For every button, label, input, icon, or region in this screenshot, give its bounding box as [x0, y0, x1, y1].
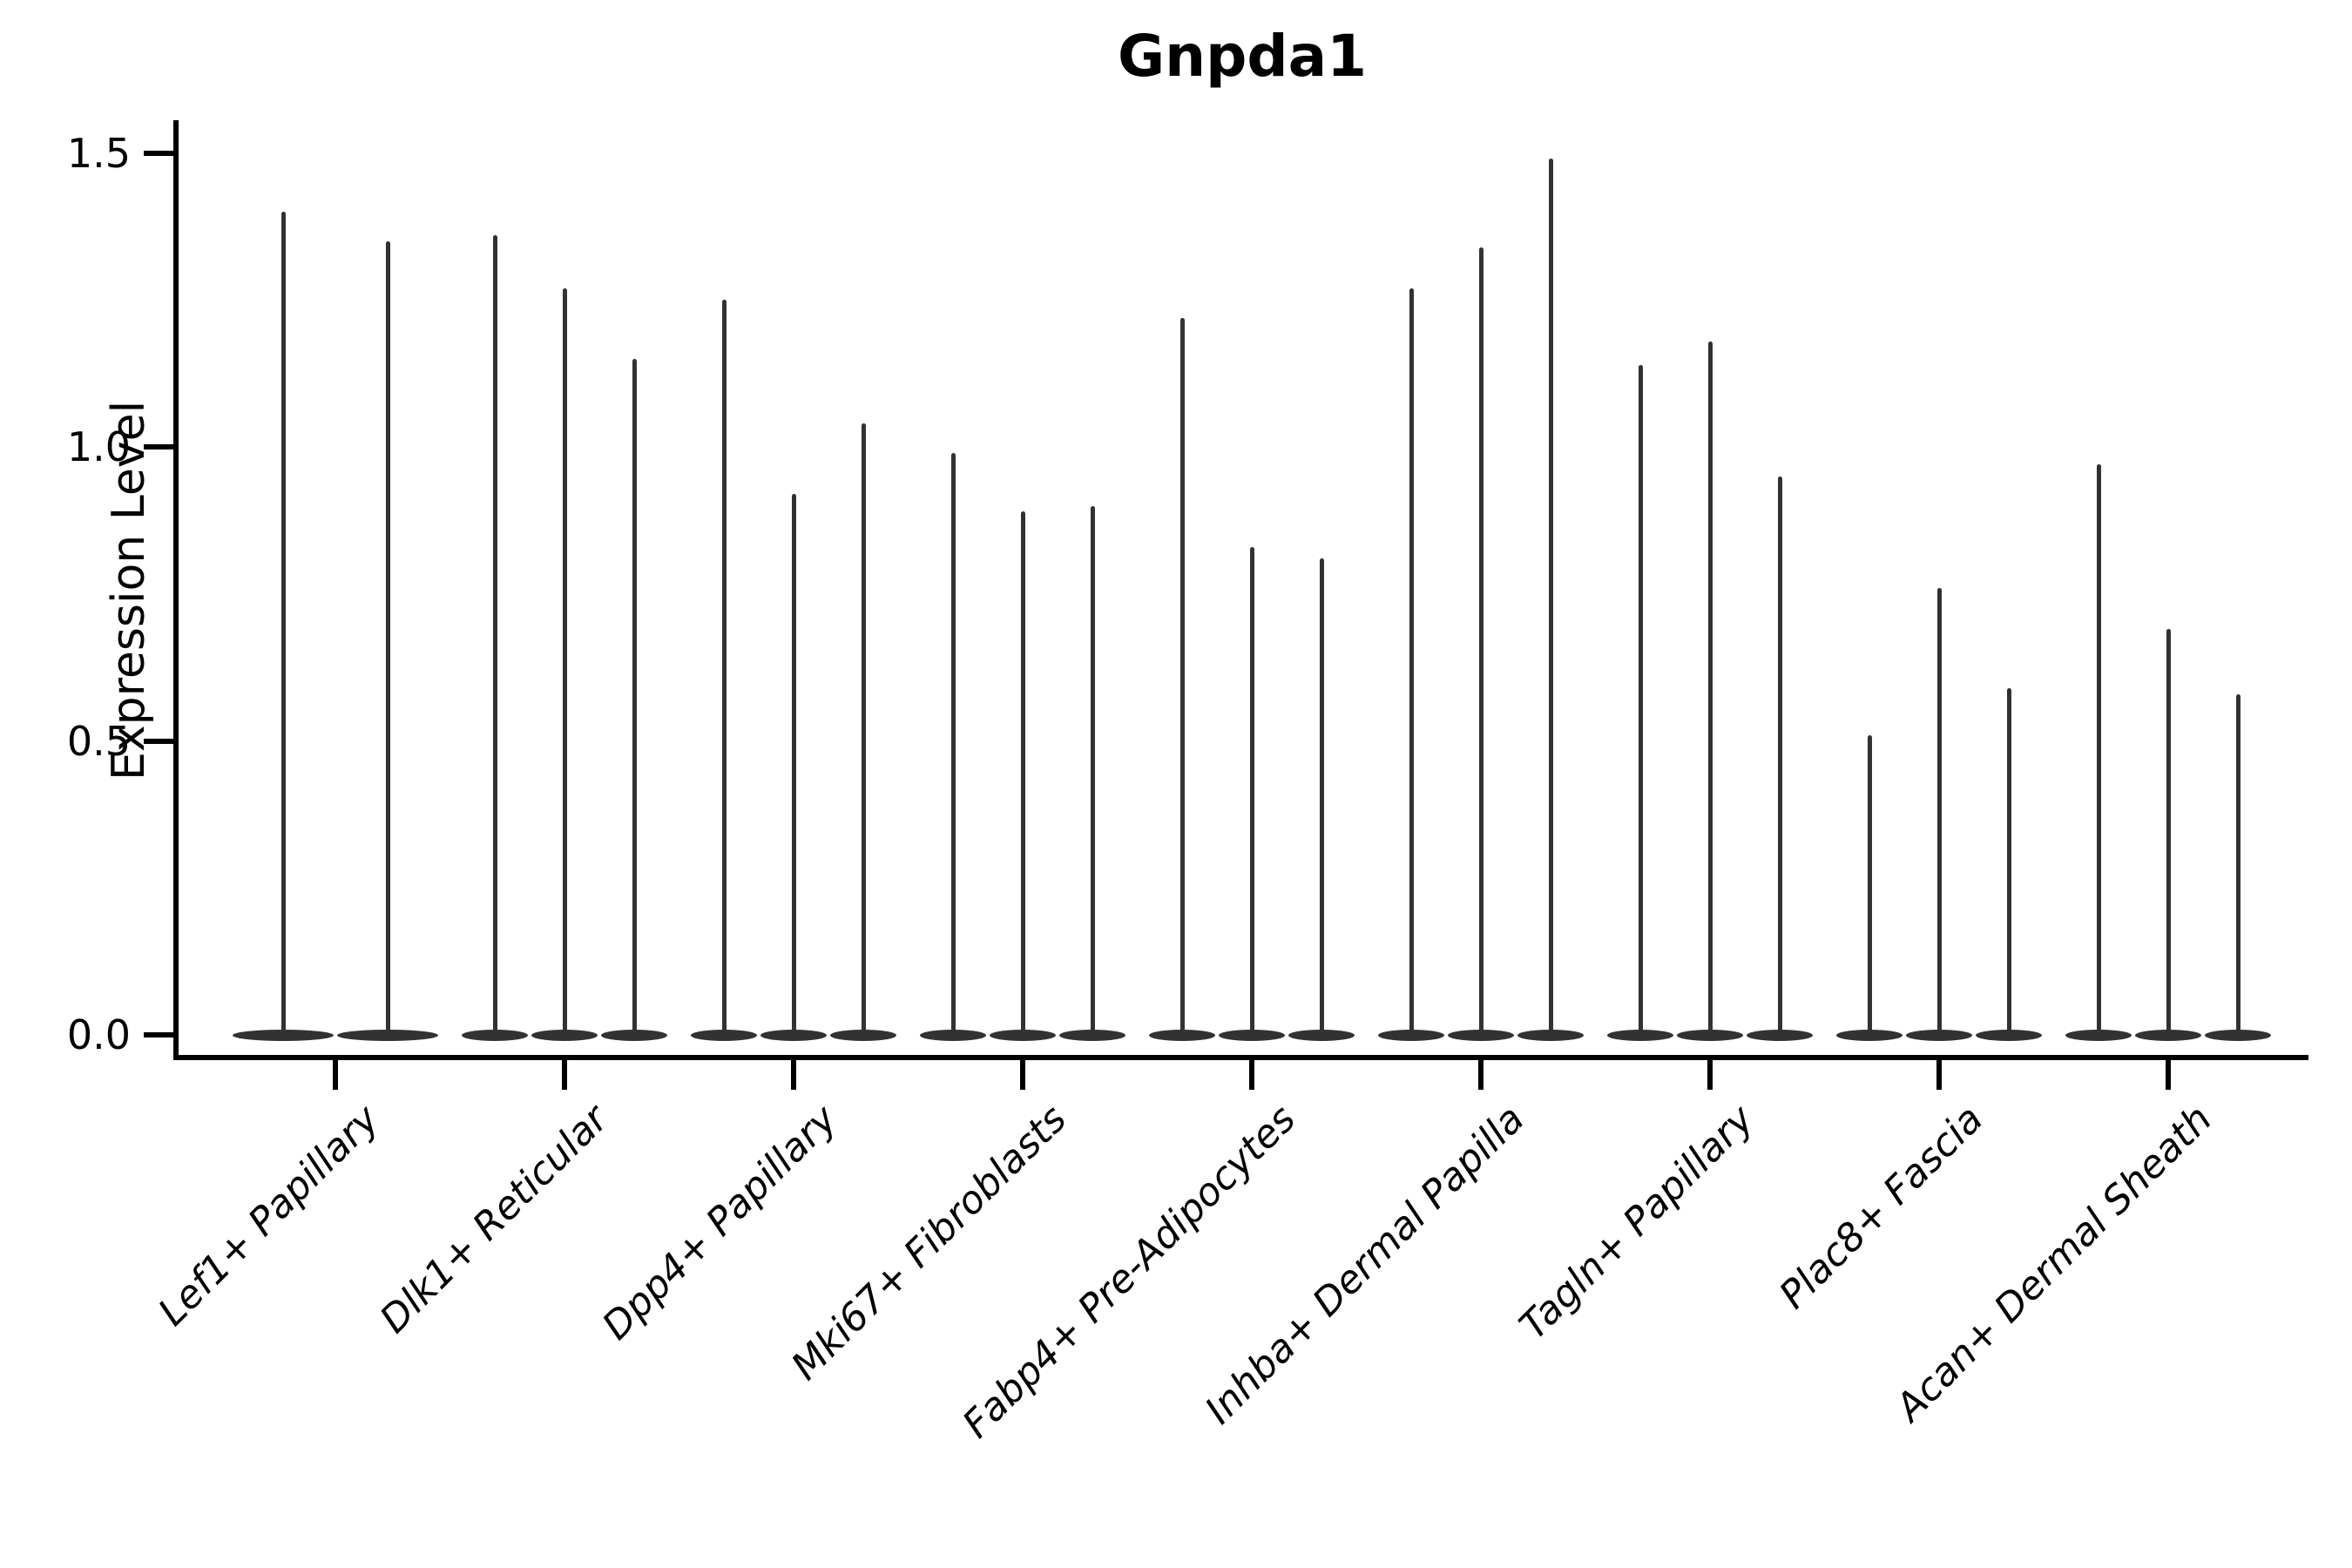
violin-spike	[1478, 247, 1484, 1035]
violin-base	[2065, 1030, 2132, 1041]
y-tickmark	[144, 444, 173, 449]
violin-base	[1906, 1030, 1972, 1041]
violin-base	[2205, 1030, 2271, 1041]
violin-spike	[2166, 629, 2171, 1035]
violin-base	[990, 1030, 1056, 1041]
violin-spike	[1020, 511, 1025, 1035]
violin-base	[1607, 1030, 1673, 1041]
violin-spike	[2235, 693, 2240, 1035]
violin-base	[337, 1030, 438, 1041]
violin-spike	[1777, 476, 1782, 1035]
y-axis-spine	[173, 120, 179, 1060]
violin-base	[1677, 1030, 1743, 1041]
violin-spike	[1179, 317, 1185, 1035]
x-tick-label: Tagln+ Papillary	[1511, 1097, 1763, 1348]
x-tickmark	[333, 1060, 338, 1090]
x-tickmark	[1936, 1060, 1942, 1090]
x-tickmark	[562, 1060, 567, 1090]
x-tickmark	[791, 1060, 796, 1090]
x-tickmark	[1707, 1060, 1713, 1090]
violin-spike	[492, 235, 497, 1035]
violin-base	[1059, 1030, 1125, 1041]
violin-base	[1836, 1030, 1903, 1041]
violin-base	[1976, 1030, 2042, 1041]
violin-spike	[2006, 687, 2011, 1035]
violin-spike	[1867, 734, 1872, 1035]
y-tick-label: 0.0	[66, 1011, 131, 1058]
violin-base	[1747, 1030, 1813, 1041]
violin-base	[462, 1030, 528, 1041]
violin-base	[1219, 1030, 1285, 1041]
y-tickmark	[144, 150, 173, 156]
x-tickmark	[1478, 1060, 1484, 1090]
violin-spike	[385, 240, 390, 1035]
violin-spike	[861, 423, 866, 1035]
violin-spike	[280, 212, 286, 1035]
violin-spike	[721, 300, 727, 1035]
violin-base	[1149, 1030, 1215, 1041]
y-tickmark	[144, 738, 173, 744]
violin-base	[1517, 1030, 1584, 1041]
violin-base	[1448, 1030, 1514, 1041]
violin-spike	[1638, 364, 1643, 1035]
x-axis-spine	[173, 1055, 2308, 1060]
violin-base	[760, 1030, 827, 1041]
violin-base	[2135, 1030, 2201, 1041]
violin-base	[1288, 1030, 1355, 1041]
violin-base	[531, 1030, 598, 1041]
violin-base	[691, 1030, 757, 1041]
violin-spike	[791, 494, 796, 1035]
violin-base	[920, 1030, 986, 1041]
violin-spike	[1319, 558, 1324, 1035]
x-tick-label: Lef1+ Papillary	[150, 1097, 389, 1335]
violin-base	[1378, 1030, 1444, 1041]
violin-spike	[1090, 505, 1095, 1035]
y-tick-label: 0.5	[66, 717, 131, 765]
violin-spike	[1707, 341, 1713, 1035]
x-tickmark	[2166, 1060, 2171, 1090]
x-tick-label: Dpp4+ Papillary	[594, 1097, 847, 1349]
y-tickmark	[144, 1032, 173, 1037]
x-tick-label: Dlk1+ Reticular	[371, 1097, 618, 1342]
violin-base	[233, 1030, 334, 1041]
violin-spike	[1936, 588, 1942, 1035]
y-tick-label: 1.5	[66, 129, 131, 177]
violin-spike	[2096, 464, 2101, 1035]
violin-base	[830, 1030, 896, 1041]
violin-spike	[1249, 546, 1254, 1035]
violin-spike	[562, 287, 567, 1035]
violin-base	[601, 1030, 667, 1041]
y-tick-label: 1.0	[66, 423, 131, 470]
violin-spike	[950, 452, 956, 1035]
violin-spike	[632, 358, 637, 1035]
x-tick-label: Plac8+ Fascia	[1770, 1097, 1992, 1318]
chart-title: Gnpda1	[1117, 23, 1368, 90]
x-tickmark	[1020, 1060, 1025, 1090]
violin-spike	[1409, 287, 1414, 1035]
x-tickmark	[1249, 1060, 1254, 1090]
violin-spike	[1548, 159, 1553, 1035]
